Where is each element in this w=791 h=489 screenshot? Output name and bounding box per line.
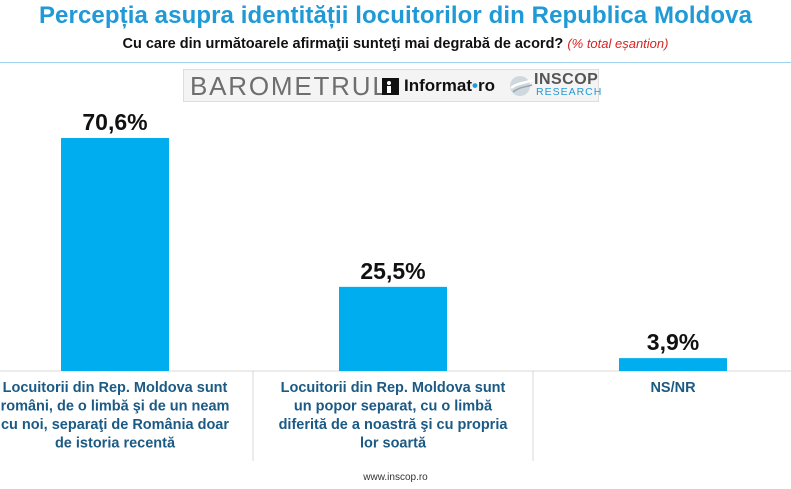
subtitle-question: Cu care din următoarele afirmaţii sunteţ… <box>122 36 564 52</box>
chart-title: Percepția asupra identității locuitorilo… <box>38 2 753 29</box>
bar-3 <box>619 358 727 371</box>
category-label-2-line-3: diferită de a noastră şi cu propria <box>279 417 509 433</box>
category-label-1-line-3: cu noi, separaţi de România doar <box>1 417 229 433</box>
value-label-2: 25,5% <box>360 258 425 284</box>
value-label-3: 3,9% <box>647 329 699 355</box>
value-label-1: 70,6% <box>82 109 147 135</box>
informat-logo-main: Informat <box>404 76 472 95</box>
inscop-logo-research: RESEARCH <box>536 86 603 98</box>
category-label-1-line-1: Locuitorii din Rep. Moldova sunt <box>3 380 228 396</box>
informat-logo-dot: • <box>472 76 478 95</box>
informat-logo: Informat•ro <box>404 76 495 96</box>
category-label-1-line-4: de istoria recentă <box>55 436 176 452</box>
inscop-logo: INSCOP <box>534 71 599 88</box>
category-label-2-line-1: Locuitorii din Rep. Moldova sunt <box>281 380 506 396</box>
category-label-2-line-4: lor soartă <box>360 436 427 452</box>
category-label-3-line-1: NS/NR <box>650 380 696 396</box>
category-label-1-line-2: români, de o limbă şi de un neam <box>1 399 230 415</box>
chart-subtitle: Cu care din următoarele afirmaţii sunteţ… <box>0 36 791 52</box>
header-divider <box>0 62 791 63</box>
bar-1 <box>61 138 169 371</box>
footer-url: www.inscop.ro <box>363 472 428 483</box>
bar-2 <box>339 286 447 371</box>
informat-logo-tld: ro <box>477 76 495 95</box>
informat-info-icon <box>382 78 399 95</box>
logo-bar: BAROMETRUL Informat•ro INSCOP RESEARCH <box>183 69 603 102</box>
barometrul-logo: BAROMETRUL <box>190 71 389 101</box>
category-label-2-line-2: un popor separat, cu o limbă <box>294 399 493 415</box>
subtitle-note: (% total eșantion) <box>567 36 669 51</box>
globe-icon <box>510 76 534 96</box>
